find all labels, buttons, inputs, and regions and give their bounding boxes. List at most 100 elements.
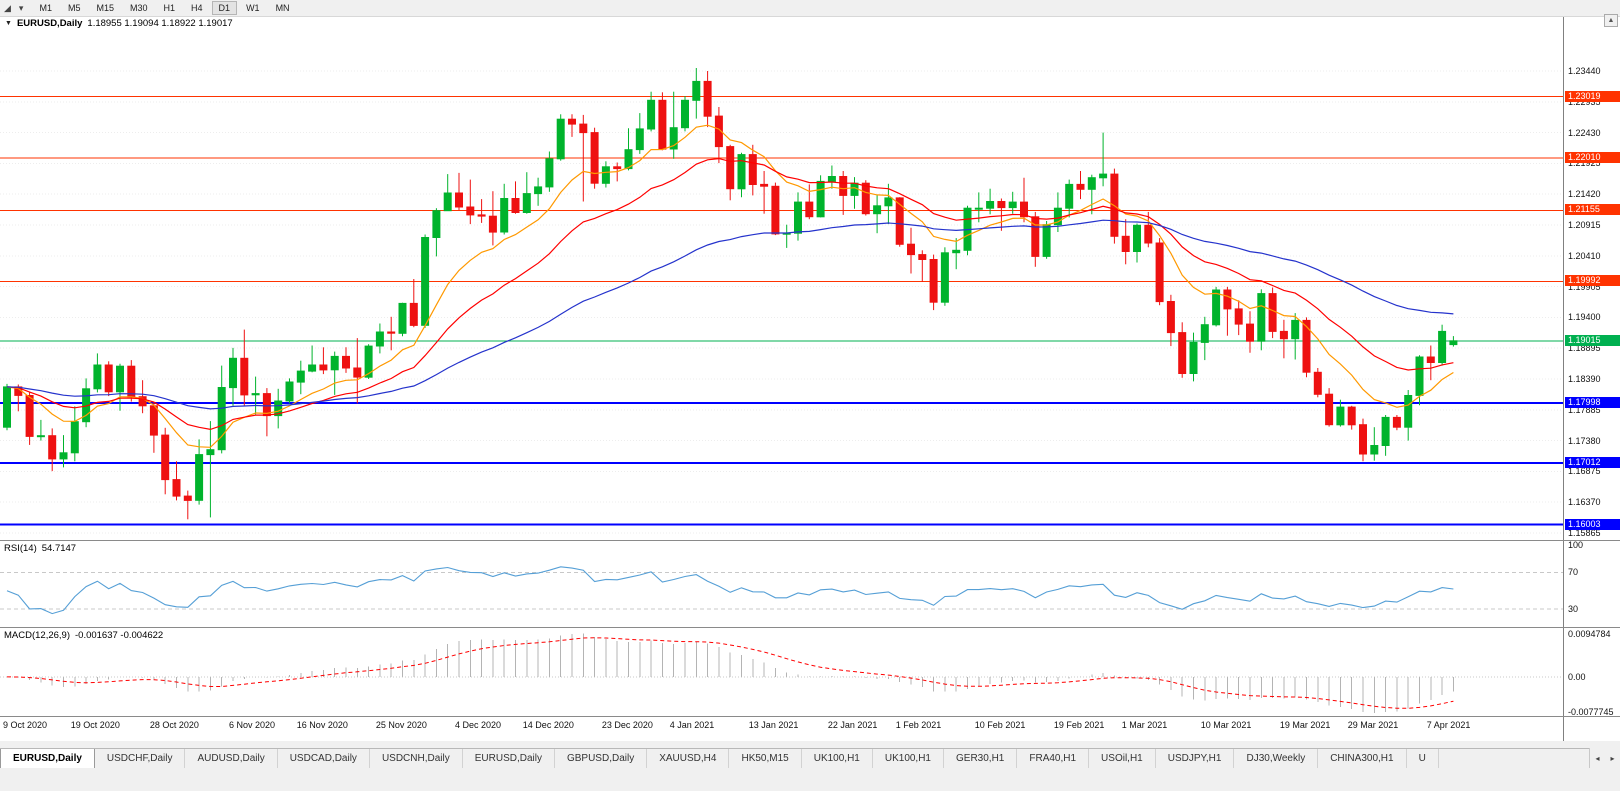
candles (3, 68, 1458, 520)
chart-tab-uk100-h1[interactable]: UK100,H1 (802, 749, 873, 768)
date-axis-label: 28 Oct 2020 (149, 720, 199, 730)
price-axis-label: 1.18895 (1568, 343, 1601, 354)
macd-values: -0.001637 -0.004622 (75, 630, 164, 641)
macd-pane[interactable] (0, 628, 1563, 716)
chevron-down-icon[interactable]: ▾ (18, 2, 24, 13)
timeframe-button-w1[interactable]: W1 (246, 3, 260, 13)
hline-price-tag: 1.19992 (1565, 275, 1620, 287)
hline-price-tag: 1.22010 (1565, 152, 1620, 164)
chart-shift-icon[interactable]: ◢ (4, 2, 11, 13)
date-axis-label: 4 Jan 2021 (669, 720, 715, 730)
date-axis-label: 19 Oct 2020 (70, 720, 120, 730)
macd-histogram (17, 633, 1454, 713)
chart-tab-uk100-h1[interactable]: UK100,H1 (873, 749, 944, 768)
date-axis-label: 4 Dec 2020 (455, 720, 502, 730)
price-axis-label: 1.20410 (1568, 250, 1601, 261)
chart-tab-eurusd-daily[interactable]: EURUSD,Daily (463, 749, 555, 768)
timeframe-button-m15[interactable]: M15 (96, 3, 114, 13)
price-axis-label: 1.20915 (1568, 220, 1601, 230)
chart-tab-gbpusd-daily[interactable]: GBPUSD,Daily (555, 749, 648, 768)
price-axis[interactable]: 1.23440 1.22935 1.22430 1.21925 1.21420 1.209… (1563, 17, 1620, 741)
tab-scroll-right-icon[interactable]: ▸ (1610, 753, 1615, 763)
date-axis-label: 19 Mar 2021 (1279, 720, 1331, 730)
chart-tab-xauusd-h4[interactable]: XAUUSD,H4 (647, 749, 730, 768)
date-axis-label: 1 Mar 2021 (1121, 720, 1168, 730)
date-axis-label: 6 Nov 2020 (229, 720, 276, 730)
timeframe-button-h4[interactable]: H4 (191, 3, 203, 13)
scroll-up-button[interactable]: ▲ (1604, 14, 1618, 27)
timeframe-button-m5[interactable]: M5 (67, 3, 81, 13)
pane-separator (0, 716, 1620, 717)
chart-tab-china300-h1[interactable]: CHINA300,H1 (1318, 749, 1407, 768)
date-axis-label: 22 Jan 2021 (827, 720, 878, 730)
chart-tab-usdcad-daily[interactable]: USDCAD,Daily (278, 749, 370, 768)
window-chrome-strip (0, 741, 1620, 748)
price-axis-label: 1.19400 (1568, 312, 1601, 323)
date-axis-label: 25 Nov 2020 (375, 720, 427, 730)
price-axis-label: 1.19905 (1568, 281, 1601, 292)
macd-signal-line (6, 637, 1454, 709)
date-axis-label: 7 Apr 2021 (1426, 720, 1471, 730)
chart-tab-usdjpy-h1[interactable]: USDJPY,H1 (1156, 749, 1235, 768)
date-axis-label: 19 Feb 2021 (1053, 720, 1105, 730)
date-axis-label: 14 Dec 2020 (522, 720, 574, 730)
date-axis-label: 1 Feb 2021 (895, 720, 942, 730)
price-axis-label: 1.23440 (1568, 66, 1601, 76)
chart-tab-hk50-m15[interactable]: HK50,M15 (729, 749, 802, 768)
rsi-value: 54.7147 (41, 543, 77, 554)
chart-tab-fra40-h1[interactable]: FRA40,H1 (1017, 749, 1090, 768)
hline-price-tag: 1.19015 (1565, 334, 1620, 346)
timeframe-button-m30[interactable]: M30 (130, 3, 148, 13)
rsi-indicator-label: RSI(14) 54.7147 (4, 543, 77, 554)
pane-separator[interactable] (0, 540, 1620, 541)
macd-axis-label: -0.0077745 (1568, 707, 1614, 717)
moving-average-line-10 (6, 124, 1454, 448)
chart-tab-usdchf-daily[interactable]: USDCHF,Daily (95, 749, 186, 768)
date-axis-label: 23 Dec 2020 (601, 720, 653, 730)
chart-tab-usdcnh-daily[interactable]: USDCNH,Daily (370, 749, 463, 768)
main-chart-pane[interactable] (0, 29, 1563, 540)
chart-tab-ger30-h1[interactable]: GER30,H1 (944, 749, 1018, 768)
timeframe-buttons: M1 M5 M15 M30 H1 H4 D1 W1 MN (31, 1, 297, 15)
moving-average-line-55 (6, 219, 1454, 410)
price-axis-label: 1.17885 (1568, 404, 1601, 415)
chart-ohlc-values: 1.18955 1.19094 1.18922 1.19017 (87, 17, 233, 29)
chart-tab-audusd-daily[interactable]: AUDUSD,Daily (185, 749, 278, 768)
timeframe-button-d1[interactable]: D1 (211, 1, 238, 15)
price-axis-label: 1.16370 (1568, 497, 1601, 508)
date-axis[interactable]: 9 Oct 2020 19 Oct 2020 28 Oct 2020 6 Nov 20… (0, 717, 1563, 741)
chart-title: EURUSD,Daily (16, 17, 83, 29)
price-axis-label: 1.16875 (1568, 466, 1601, 477)
chart-tab-bar: EURUSD,Daily USDCHF,Daily AUDUSD,Daily USDC… (0, 748, 1620, 768)
timeframe-button-mn[interactable]: MN (275, 3, 290, 13)
price-axis-label: 1.15865 (1568, 528, 1601, 538)
date-axis-label: 10 Feb 2021 (974, 720, 1026, 730)
date-axis-label: 29 Mar 2021 (1347, 720, 1399, 730)
macd-axis-label: 0.0094784 (1568, 629, 1611, 639)
macd-axis-label: 0.00 (1568, 671, 1586, 682)
chart-tab-dj30-weekly[interactable]: DJ30,Weekly (1234, 749, 1319, 768)
rsi-pane[interactable] (0, 541, 1563, 627)
chart-tab-eurusd-daily[interactable]: EURUSD,Daily (0, 749, 95, 768)
rsi-axis-label: 100 (1568, 540, 1584, 550)
price-axis-label: 1.21420 (1568, 189, 1601, 200)
date-axis-label: 10 Mar 2021 (1200, 720, 1252, 730)
chart-tab-usoil-h1[interactable]: USOil,H1 (1089, 749, 1156, 768)
price-axis-label: 1.22430 (1568, 127, 1601, 138)
rsi-axis-label: 70 (1568, 567, 1579, 578)
tab-scroll-arrows: ◂ ▸ (1589, 748, 1620, 768)
macd-indicator-label: MACD(12,26,9) -0.001637 -0.004622 (4, 630, 164, 641)
date-axis-label: 9 Oct 2020 (3, 720, 48, 730)
timeframe-button-h1[interactable]: H1 (163, 3, 176, 13)
hline-price-tag: 1.21155 (1565, 204, 1620, 216)
timeframe-button-m1[interactable]: M1 (39, 3, 52, 13)
tab-scroll-left-icon[interactable]: ◂ (1595, 753, 1600, 763)
date-axis-label: 13 Jan 2021 (748, 720, 799, 730)
hline-price-tag: 1.17012 (1565, 457, 1620, 469)
collapse-icon[interactable]: ▼ (5, 19, 12, 27)
chart-tab-u[interactable]: U (1407, 749, 1439, 768)
chart-header: ▼ EURUSD,Daily 1.18955 1.19094 1.18922 1… (0, 17, 1563, 29)
moving-average-line-21 (6, 157, 1454, 431)
pane-separator[interactable] (0, 627, 1620, 628)
